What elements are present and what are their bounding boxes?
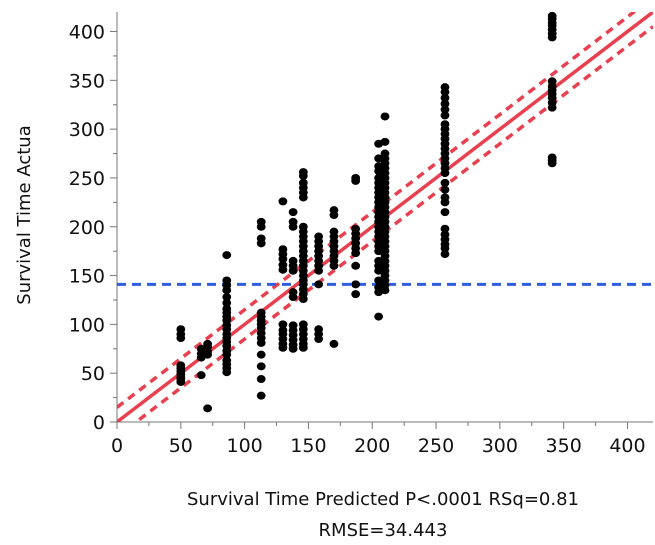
y-axis: 0 50 100 150 200 250 300 350 400 [69, 22, 117, 434]
data-point [278, 197, 288, 206]
data-point [380, 112, 390, 121]
x-tick-label: 350 [546, 435, 582, 457]
data-point [222, 293, 232, 302]
data-point [547, 159, 557, 168]
data-point [288, 208, 298, 217]
data-point [440, 99, 450, 108]
data-point [351, 261, 361, 270]
data-point [351, 290, 361, 299]
data-point [278, 254, 288, 263]
data-point [374, 247, 384, 256]
data-point [380, 286, 390, 295]
data-point [547, 103, 557, 112]
data-point [314, 335, 324, 344]
data-point [351, 249, 361, 258]
x-tick-label: 50 [169, 435, 193, 457]
y-axis-label: Survival Time Actua [14, 125, 35, 304]
data-point [374, 276, 384, 285]
data-point [288, 293, 298, 302]
data-point [256, 222, 266, 231]
data-point [314, 266, 324, 275]
data-point [176, 334, 186, 343]
data-point [256, 362, 266, 371]
data-point [176, 377, 186, 386]
x-axis-label-rmse: RMSE=34.443 [319, 520, 448, 541]
y-tick-label: 100 [69, 314, 105, 336]
x-tick-label: 250 [418, 435, 454, 457]
data-point [288, 266, 298, 275]
data-point [222, 298, 232, 307]
data-point [329, 339, 339, 348]
data-point [440, 93, 450, 102]
data-point [278, 320, 288, 329]
data-point [440, 244, 450, 253]
data-point [351, 280, 361, 289]
data-point [440, 185, 450, 194]
data-point [440, 250, 450, 259]
y-tick-label: 350 [69, 70, 105, 92]
data-point [256, 239, 266, 248]
x-tick-label: 300 [482, 435, 518, 457]
data-point [288, 344, 298, 353]
y-tick-label: 0 [93, 412, 105, 434]
y-tick-label: 250 [69, 168, 105, 190]
data-point [298, 193, 308, 202]
data-point [222, 251, 232, 260]
data-point [314, 280, 324, 289]
y-tick-label: 50 [81, 363, 105, 385]
y-tick-label: 150 [69, 266, 105, 288]
data-point [203, 350, 213, 359]
data-point [298, 295, 308, 303]
data-point [288, 222, 298, 231]
data-point [380, 137, 390, 146]
y-tick-label: 400 [69, 22, 105, 44]
data-point [440, 178, 450, 187]
data-point [547, 33, 557, 42]
data-point [351, 176, 361, 185]
data-point [374, 266, 384, 275]
data-point [440, 105, 450, 114]
data-point [440, 208, 450, 217]
data-point [440, 111, 450, 120]
y-tick-label: 300 [69, 119, 105, 141]
scatter-points [176, 11, 557, 413]
data-point [440, 88, 450, 97]
data-point [374, 154, 384, 163]
data-point [440, 224, 450, 233]
x-axis-label: Survival Time Predicted P<.0001 RSq=0.81 [187, 489, 579, 510]
data-point [222, 286, 232, 295]
x-tick-label: 100 [226, 435, 262, 457]
data-point [256, 338, 266, 347]
x-tick-label: 200 [354, 435, 390, 457]
data-point [298, 172, 308, 180]
data-point [440, 169, 450, 178]
data-point [256, 391, 266, 400]
x-axis: 0 50 100 150 200 250 300 350 400 [111, 422, 646, 457]
data-point [222, 368, 232, 377]
x-tick-label: 150 [290, 435, 326, 457]
data-point [256, 375, 266, 384]
data-point [374, 312, 384, 321]
data-point [256, 350, 266, 359]
y-tick-label: 200 [69, 217, 105, 239]
data-point [278, 343, 288, 352]
x-tick-label: 400 [609, 435, 645, 457]
x-tick-label: 0 [111, 435, 123, 457]
data-point [329, 211, 339, 220]
data-point [298, 343, 308, 352]
data-point [222, 350, 232, 359]
data-point [278, 265, 288, 274]
data-point [203, 404, 213, 413]
data-point [196, 371, 206, 380]
data-point [440, 198, 450, 207]
data-point [329, 261, 339, 270]
